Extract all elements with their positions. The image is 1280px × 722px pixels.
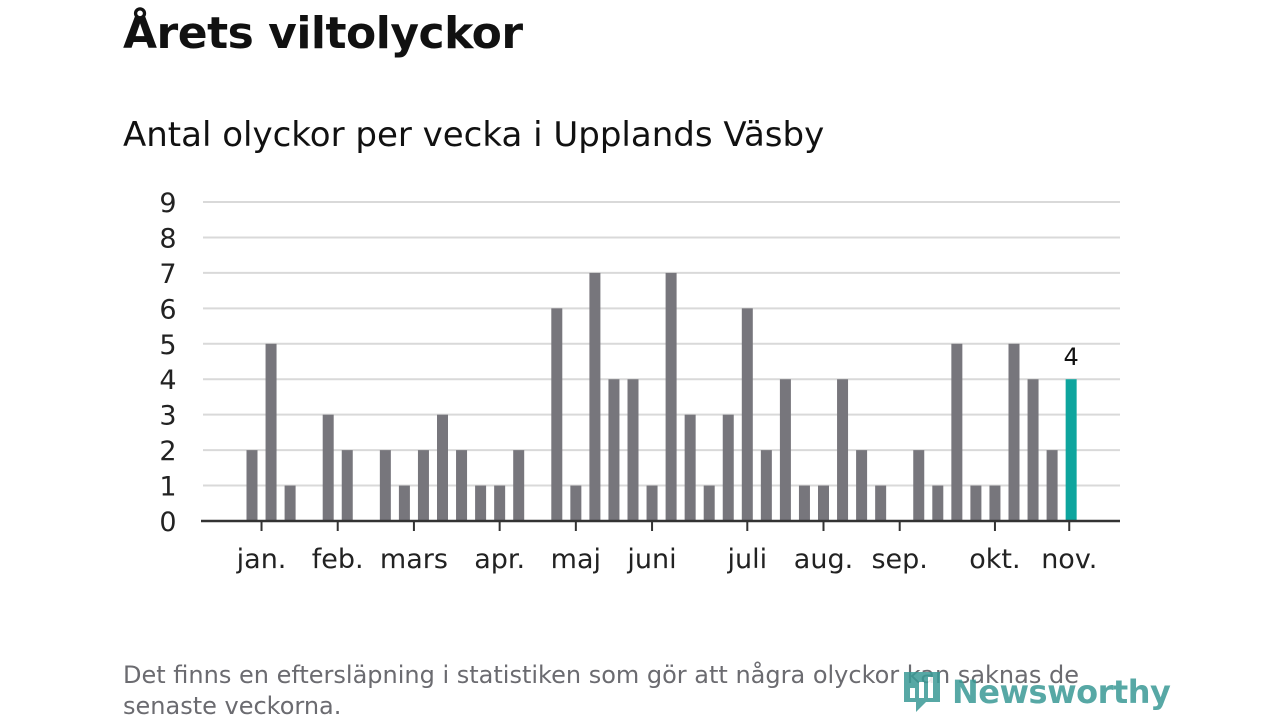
bar [456,450,468,521]
x-tick-label: jan. [236,544,287,575]
bar [265,343,277,521]
bar [837,379,849,521]
bar [646,485,658,521]
x-tick-label: mars [380,544,448,575]
bar [341,450,353,521]
bar [989,485,1001,521]
chart-subtitle: Antal olyckor per vecka i Upplands Väsby [123,115,825,155]
y-tick-label: 6 [159,294,176,325]
bar [608,379,620,521]
bar [627,379,639,521]
x-tick-label: juli [726,544,767,575]
bar [322,414,334,521]
bar [760,450,772,521]
bar [1008,343,1020,521]
weekly-accidents-bar-chart: 0 1 2 3 4 5 6 7 8 9 4 jan. feb. mars apr. maj juni juli au… [159,188,1120,575]
chart-title: Årets viltolyckor [123,8,523,59]
bar [437,414,448,521]
bar [1046,450,1058,521]
bar [932,485,944,521]
bar [379,450,391,521]
bar [417,450,429,521]
x-tick-label: juni [626,544,676,575]
y-tick-label: 4 [159,365,176,396]
bar [589,272,601,521]
x-tick-label: maj [551,544,601,575]
y-tick-label: 0 [159,507,176,538]
y-tick-label: 3 [159,401,176,432]
bar [951,343,963,521]
y-tick-label: 1 [159,472,176,503]
highlight-bar [1065,379,1077,521]
bar [1027,379,1039,521]
bar [798,485,810,521]
bar [494,485,506,521]
bar [875,485,887,521]
bar [818,485,829,521]
bar [665,272,677,521]
bar [703,485,715,521]
x-tick-label: nov. [1041,544,1097,575]
x-tick-label: sep. [871,544,927,575]
y-tick-label: 5 [159,330,176,361]
bar [856,450,868,521]
y-tick-label: 2 [159,436,176,467]
bar [779,379,791,521]
y-tick-label: 8 [159,223,176,254]
newsworthy-logo-text: Newsworthy [952,673,1171,711]
bar [970,485,982,521]
bar [246,450,258,521]
bar [551,308,563,521]
x-tick-label: apr. [474,544,525,575]
bar [513,450,525,521]
x-tick-label: feb. [312,544,364,575]
y-tick-label: 9 [159,188,176,219]
bar [570,485,582,521]
bar [741,308,753,521]
x-tick-label: okt. [969,544,1020,575]
bar [284,485,296,521]
y-tick-label: 7 [159,259,176,290]
bar [722,414,734,521]
newsworthy-logo: Newsworthy [900,668,1171,716]
bar [398,485,410,521]
bar [913,450,925,521]
bar [475,485,487,521]
bar [684,414,696,521]
x-tick-label: aug. [794,544,853,575]
highlight-data-label: 4 [1064,343,1079,371]
newsworthy-logo-icon [904,672,940,712]
